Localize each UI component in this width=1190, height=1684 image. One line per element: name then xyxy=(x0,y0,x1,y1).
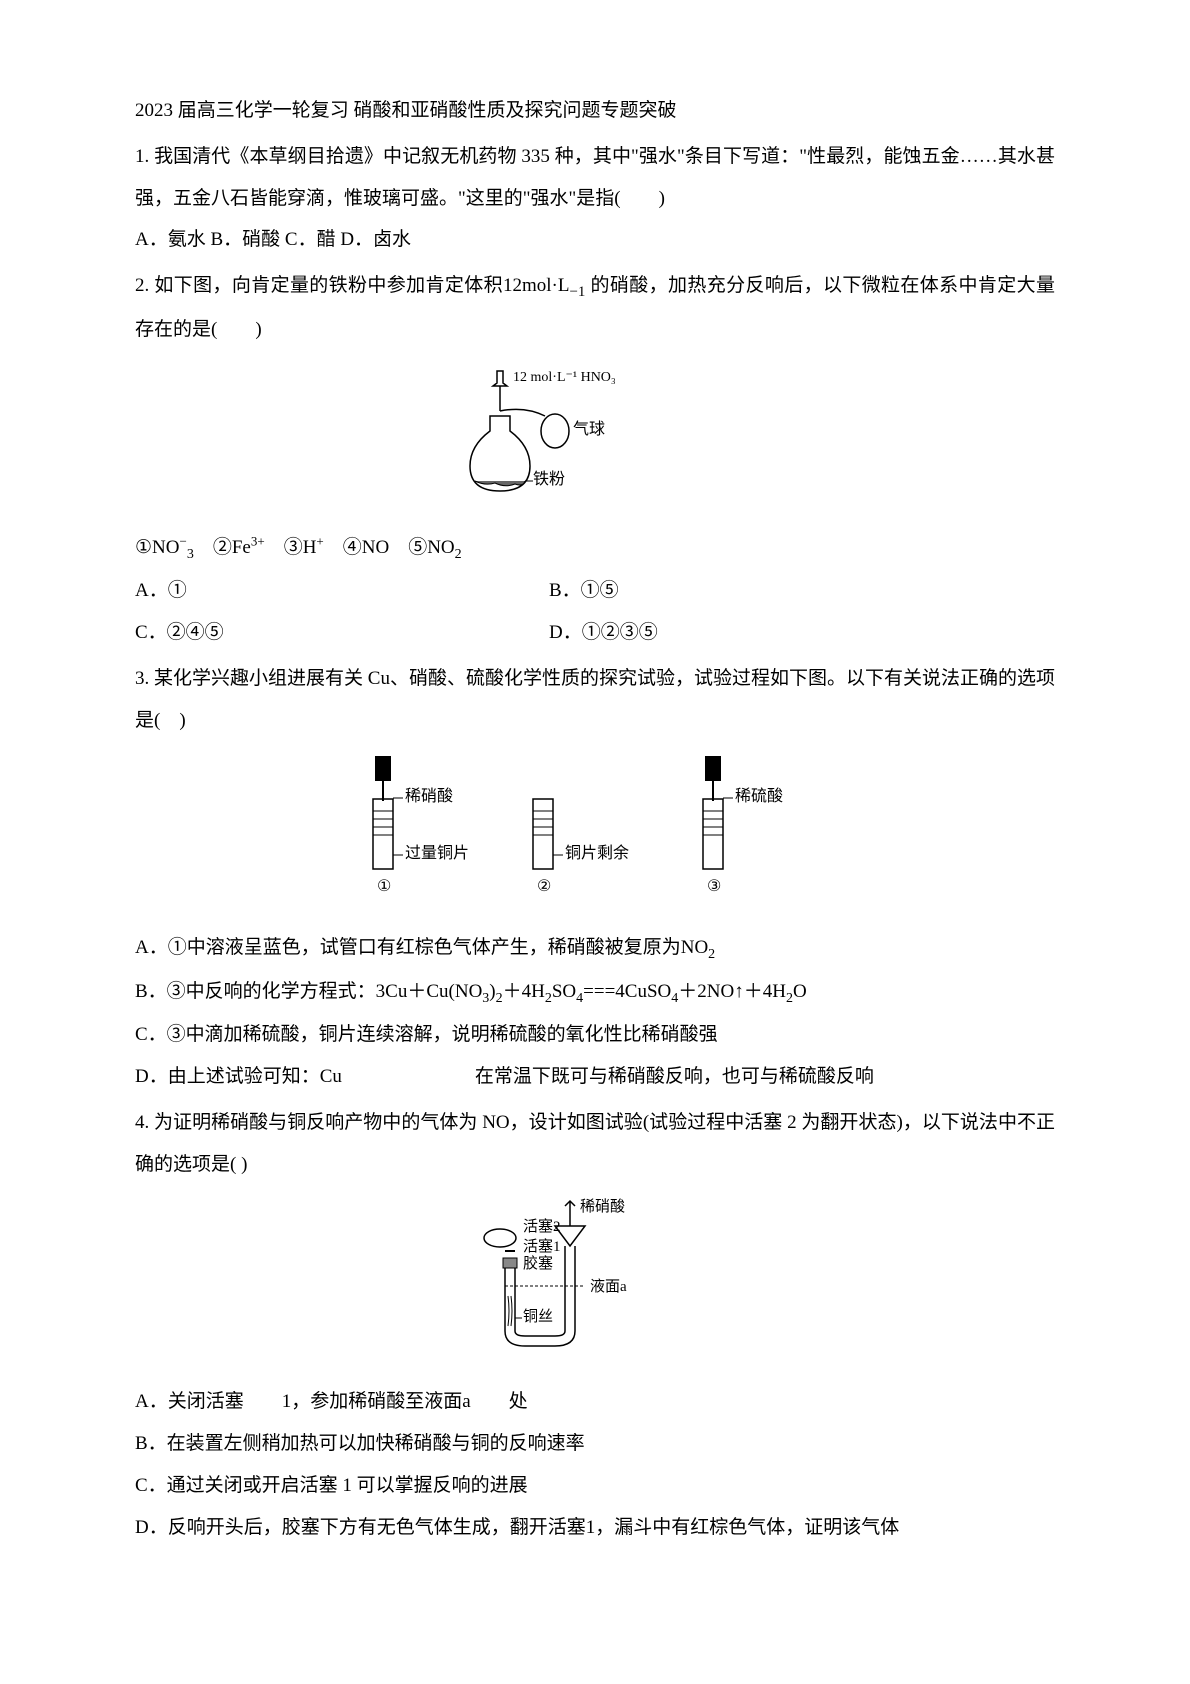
q4-optD: D．反响开头后，胶塞下方有无色气体生成，翻开活塞1，漏斗中有红棕色气体，证明该气… xyxy=(135,1507,1055,1549)
q2-iron-label: 铁粉 xyxy=(533,470,565,488)
q4-level-label: 液面a xyxy=(590,1278,627,1295)
q4-stopper-label: 胶塞 xyxy=(523,1254,553,1272)
question-3: 3. 某化学兴趣小组进展有关 Cu、硝酸、硫酸化学性质的探究试验，试验过程如下图… xyxy=(135,658,1055,742)
q4-diagram: 稀硝酸 活塞2 活塞1 胶塞 液面a 铜丝 xyxy=(135,1196,1055,1372)
q4-valve2-label: 活塞2 xyxy=(523,1217,561,1235)
page-title: 2023 届高三化学一轮复习 硝酸和亚硝酸性质及探究问题专题突破 xyxy=(135,90,1055,132)
q4-optA: A．关闭活塞 1，参加稀硝酸至液面a 处 xyxy=(135,1381,1055,1423)
q2-balloon-label: 气球 xyxy=(573,420,605,438)
q2-diagram: 12 mol·L⁻¹ HNO₃ 气球 铁粉 xyxy=(135,361,1055,517)
q4-valve1-label: 活塞1 xyxy=(523,1237,561,1255)
q1-options: A．氨水 B．硝酸 C．醋 D．卤水 xyxy=(135,219,1055,261)
q3-text: 某化学兴趣小组进展有关 Cu、硝酸、硫酸化学性质的探究试验，试验过程如下图。以下… xyxy=(135,668,1055,731)
q3-circ2: ② xyxy=(537,878,551,895)
q2-species: ①NO−3 ②Fe3+ ③H+ ④NO ⑤NO2 xyxy=(135,527,1055,571)
q4-text: 为证明稀硝酸与铜反响产物中的气体为 NO，设计如图试验(试验过程中活塞 2 为翻… xyxy=(135,1112,1055,1175)
q2-optD: D．①②③⑤ xyxy=(549,612,963,654)
q3-optA: A．①中溶液呈蓝色，试管口有红棕色气体产生，稀硝酸被复原为NO2 xyxy=(135,927,1055,971)
q2-num: 2. xyxy=(135,275,149,296)
q3-cu-remain: 铜片剩余 xyxy=(565,843,629,862)
q4-num: 4. xyxy=(135,1112,149,1133)
q2-text: 如下图，向肯定量的铁粉中参加肯定体积12mol·L xyxy=(154,275,569,296)
q4-hno3-label: 稀硝酸 xyxy=(580,1198,625,1215)
question-1: 1. 我国清代《本草纲目拾遗》中记叙无机药物 335 种，其中"强水"条目下写道… xyxy=(135,136,1055,220)
q3-excess-cu: 过量铜片 xyxy=(405,844,469,862)
q3-num: 3. xyxy=(135,668,149,689)
q3-optC: C．③中滴加稀硫酸，铜片连续溶解，说明稀硫酸的氧化性比稀硝酸强 xyxy=(135,1014,1055,1056)
q3-diagram: 稀硝酸 过量铜片 ① 铜片剩余 ② 稀硫酸 ③ xyxy=(135,751,1055,917)
q3-optB: B．③中反响的化学方程式：3Cu＋Cu(NO3)2＋4H2SO4===4CuSO… xyxy=(135,971,1055,1015)
q3-dilute-h2so4: 稀硫酸 xyxy=(735,787,783,805)
q2-optB: B．①⑤ xyxy=(549,570,963,612)
q3-dilute-hno3: 稀硝酸 xyxy=(405,787,453,805)
question-2: 2. 如下图，向肯定量的铁粉中参加肯定体积12mol·L−1 的硝酸，加热充分反… xyxy=(135,265,1055,351)
q4-optB: B．在装置左侧稍加热可以加快稀硝酸与铜的反响速率 xyxy=(135,1423,1055,1465)
q1-text: 我国清代《本草纲目拾遗》中记叙无机药物 335 种，其中"强水"条目下写道："性… xyxy=(135,146,1055,209)
q2-optC: C．②④⑤ xyxy=(135,612,549,654)
q3-circ1: ① xyxy=(377,878,391,895)
question-4: 4. 为证明稀硝酸与铜反响产物中的气体为 NO，设计如图试验(试验过程中活塞 2… xyxy=(135,1102,1055,1186)
q4-cu-label: 铜丝 xyxy=(523,1308,553,1325)
q2-sup: −1 xyxy=(569,284,585,300)
q1-num: 1. xyxy=(135,146,149,167)
q3-circ3: ③ xyxy=(707,878,721,895)
q3-optD: D．由上述试验可知：Cu 在常温下既可与稀硝酸反响，也可与稀硫酸反响 xyxy=(135,1056,1055,1098)
q4-optC: C．通过关闭或开启活塞 1 可以掌握反响的进展 xyxy=(135,1465,1055,1507)
q2-optA: A．① xyxy=(135,570,549,612)
q2-hno3-label: 12 mol·L⁻¹ HNO₃ xyxy=(513,370,616,385)
